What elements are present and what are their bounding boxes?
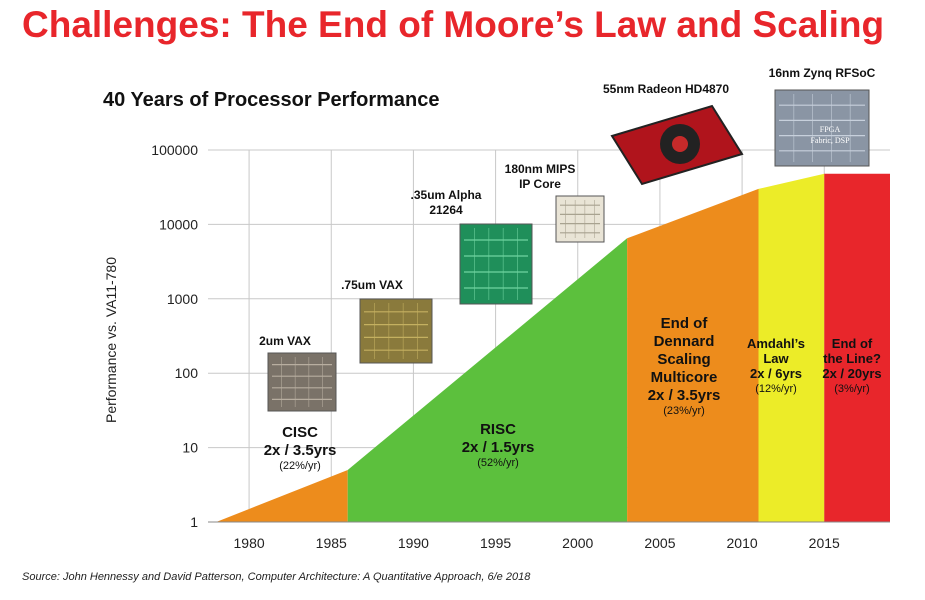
alpha-die-icon bbox=[459, 223, 533, 305]
chip-label: 180nm MIPS bbox=[505, 162, 576, 176]
era-areas bbox=[216, 173, 890, 523]
era-label: the Line? bbox=[823, 351, 881, 366]
chart-axes: 1980 1985 1990 1995 2000 2005 2010 2015 1 10 100 10… bbox=[151, 142, 890, 551]
chip-label: .35um Alpha bbox=[411, 188, 482, 202]
era-rate-label: (52%/yr) bbox=[477, 457, 519, 469]
x-tick-label: 1995 bbox=[480, 535, 511, 551]
zynq-chip-text: Fabric, DSP bbox=[810, 136, 850, 145]
area-end-of-the-line- bbox=[824, 173, 890, 522]
area-cisc bbox=[216, 470, 348, 522]
chip-label: 16nm Zynq RFSoC bbox=[769, 66, 876, 80]
era-label: Law bbox=[763, 351, 789, 366]
y-axis-label: Performance vs. VA11-780 bbox=[103, 257, 119, 423]
radeon-fan-hub-icon bbox=[672, 136, 688, 152]
x-tick-label: 2000 bbox=[562, 535, 593, 551]
era-label: Amdahl’s bbox=[747, 336, 805, 351]
chart-title: 40 Years of Processor Performance bbox=[103, 89, 439, 111]
x-tick-label: 1990 bbox=[398, 535, 429, 551]
era-rate-label: (3%/yr) bbox=[834, 383, 869, 395]
x-tick-label: 2015 bbox=[809, 535, 840, 551]
chip-vax-2um bbox=[267, 352, 337, 412]
era-label: Multicore bbox=[651, 369, 718, 386]
source-note: Source: John Hennessy and David Patterso… bbox=[22, 571, 531, 583]
area-amdahl-s-law bbox=[758, 173, 825, 522]
era-label: 2x / 3.5yrs bbox=[648, 387, 721, 404]
x-tick-label: 2010 bbox=[727, 535, 758, 551]
era-label: 2x / 3.5yrs bbox=[264, 442, 337, 459]
era-label: CISC bbox=[282, 424, 318, 441]
chip-zynq: FPGA Fabric, DSP bbox=[774, 89, 870, 167]
area-risc bbox=[347, 238, 628, 523]
era-label: End of bbox=[832, 336, 873, 351]
chip-vax-075um bbox=[359, 298, 433, 364]
y-tick-label: 1000 bbox=[167, 291, 198, 307]
y-tick-label: 100 bbox=[175, 365, 199, 381]
era-label: 2x / 1.5yrs bbox=[462, 439, 535, 456]
x-tick-label: 1980 bbox=[234, 535, 265, 551]
chip-label: .75um VAX bbox=[341, 278, 403, 292]
era-label: 2x / 6yrs bbox=[750, 366, 802, 381]
era-label: Scaling bbox=[657, 351, 710, 368]
vax-075um-die-icon bbox=[359, 298, 433, 364]
y-tick-label: 10 bbox=[182, 440, 198, 456]
mips-die-icon bbox=[555, 195, 605, 243]
vax-2um-die-icon bbox=[267, 352, 337, 412]
chip-alpha bbox=[459, 223, 533, 305]
era-label: RISC bbox=[480, 421, 516, 438]
y-tick-label: 100000 bbox=[151, 142, 198, 158]
era-label: Dennard bbox=[654, 333, 715, 350]
chip-mips bbox=[555, 195, 605, 243]
zynq-chip-text: FPGA bbox=[820, 125, 841, 134]
zynq-die-icon bbox=[774, 89, 870, 167]
x-tick-label: 2005 bbox=[644, 535, 675, 551]
y-tick-label: 10000 bbox=[159, 216, 198, 232]
chip-radeon bbox=[610, 104, 744, 186]
era-rate-label: (23%/yr) bbox=[663, 405, 705, 417]
chip-label: IP Core bbox=[519, 177, 561, 191]
era-label: 2x / 20yrs bbox=[822, 366, 881, 381]
y-tick-label: 1 bbox=[190, 514, 198, 530]
chip-label: 55nm Radeon HD4870 bbox=[603, 82, 729, 96]
area-end-of-dennard-scaling-multicore bbox=[627, 188, 759, 522]
chip-images: FPGA Fabric, DSP bbox=[267, 89, 870, 412]
era-label: End of bbox=[661, 315, 709, 332]
chip-label: 21264 bbox=[429, 203, 463, 217]
era-rate-label: (22%/yr) bbox=[279, 460, 321, 472]
chip-label: 2um VAX bbox=[259, 334, 311, 348]
era-rate-label: (12%/yr) bbox=[755, 383, 797, 395]
x-tick-label: 1985 bbox=[316, 535, 347, 551]
slide-title: Challenges: The End of Moore’s Law and S… bbox=[22, 4, 885, 45]
